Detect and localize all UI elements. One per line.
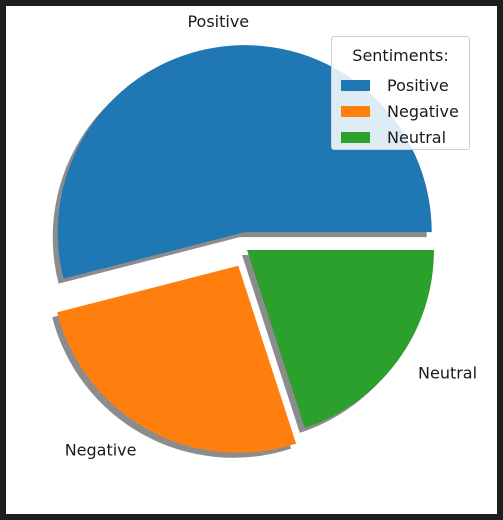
pie-label-neutral: Neutral — [418, 364, 477, 383]
legend-swatch-neutral — [341, 131, 370, 143]
pie-slice-negative — [57, 265, 297, 453]
pie-slice-neutral — [247, 250, 434, 428]
legend-swatch-negative — [341, 105, 370, 117]
legend-item-positive: Positive — [341, 75, 449, 95]
legend-label-neutral: Neutral — [387, 127, 447, 147]
pie-label-positive: Positive — [187, 12, 249, 31]
legend-label-negative: Negative — [387, 101, 459, 121]
legend-swatch-positive — [341, 79, 370, 91]
pie-label-negative: Negative — [65, 440, 137, 459]
legend-item-neutral: Neutral — [341, 127, 446, 147]
legend: Sentiments: Positive Negative Neutral — [331, 36, 470, 150]
pie-labels: Positive Negative Neutral — [65, 12, 477, 459]
legend-title: Sentiments: — [352, 46, 449, 65]
legend-label-positive: Positive — [387, 75, 449, 95]
legend-item-negative: Negative — [341, 101, 459, 121]
